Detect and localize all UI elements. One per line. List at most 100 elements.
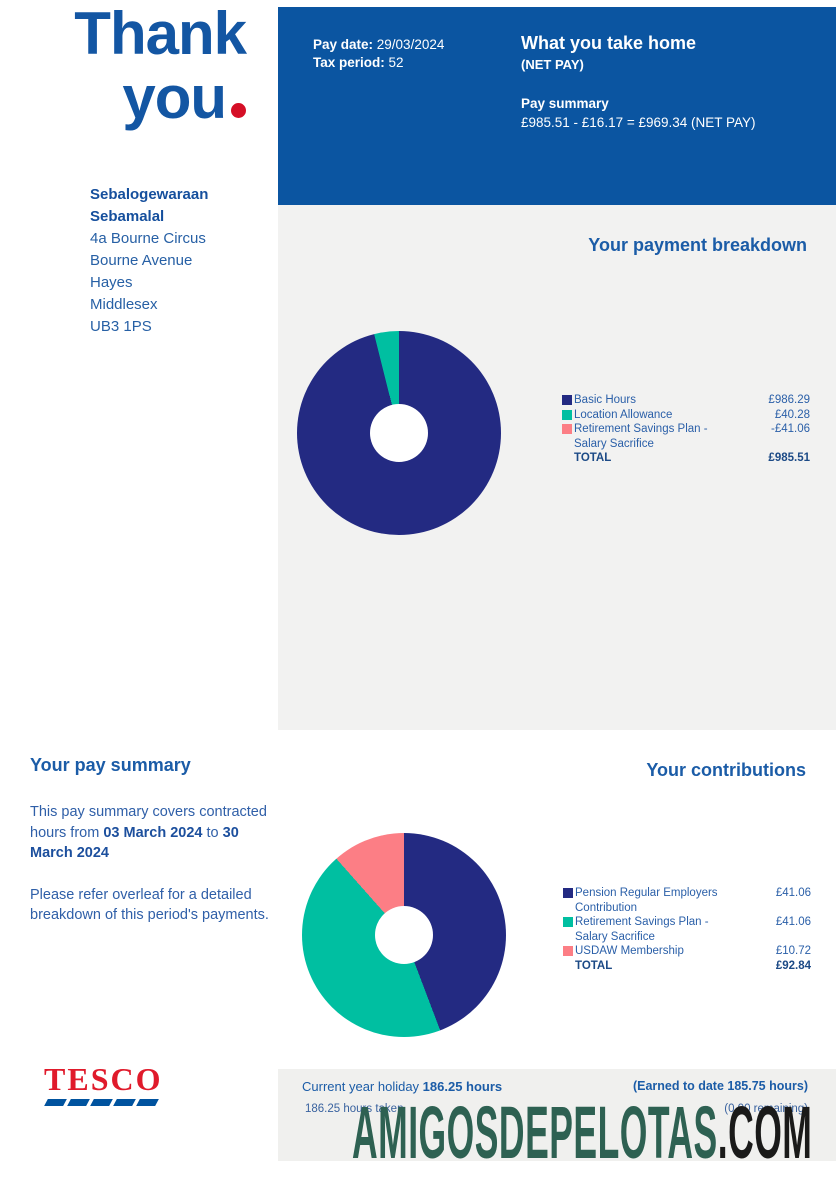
- pay-summary-paragraph-1: This pay summary covers contracted hours…: [30, 802, 274, 864]
- tesco-logo: TESCO: [44, 1063, 162, 1106]
- pay-header-box: Pay date: 29/03/2024 Tax period: 52 What…: [278, 7, 836, 205]
- contributions-donut-chart: [302, 833, 506, 1037]
- legend-row: Pension Regular Employers Contribution £41…: [563, 886, 811, 915]
- contributions-legend: Pension Regular Employers Contribution £41…: [563, 886, 811, 973]
- legend-label: Location Allowance: [574, 408, 775, 423]
- thank-you-line1: Thank: [74, 0, 247, 67]
- thank-you-line2: you: [0, 66, 246, 130]
- pay-summary-formula: £985.51 - £16.17 = £969.34 (NET PAY): [521, 115, 756, 130]
- text-segment: Please refer overleaf for a detailed bre…: [30, 886, 269, 924]
- text-segment: 30 March 2024: [30, 824, 239, 862]
- watermark-main-text: AMIGOSDEPELOTAS: [352, 1091, 718, 1174]
- holiday-summary-bar: Current year holiday 186.25 hours (Earne…: [278, 1069, 836, 1161]
- pay-summary-label: Pay summary: [521, 96, 609, 111]
- pay-summary-title: Your pay summary: [30, 755, 191, 775]
- legend-label-line: Basic Hours: [574, 394, 636, 406]
- legend-row: Retirement Savings Plan - Salary Sacrific…: [563, 915, 811, 944]
- payment-breakdown-legend: Basic Hours £986.29 Location Allowance £40.…: [562, 393, 810, 466]
- legend-value: £986.29: [768, 394, 810, 406]
- hours-taken: 186.25 hours taken: [305, 1103, 404, 1115]
- legend-row: Basic Hours £986.29: [562, 393, 810, 408]
- legend-value: £10.72: [775, 945, 811, 957]
- tesco-dash: [44, 1099, 67, 1106]
- legend-row: Retirement Savings Plan - Salary Sacrific…: [562, 422, 810, 451]
- recipient-name: Sebalogewaraan Sebamalal: [90, 184, 208, 228]
- legend-label: Basic Hours: [574, 393, 768, 408]
- tesco-logo-text: TESCO: [44, 1061, 163, 1097]
- text-segment: to: [202, 824, 223, 841]
- legend-label-line: Contribution: [575, 901, 638, 914]
- legend-label: Retirement Savings Plan - Salary Sacrific…: [574, 422, 771, 451]
- legend-label: Pension Regular Employers Contribution: [575, 886, 776, 915]
- legend-label: USDAW Membership: [575, 944, 776, 959]
- legend-total-label: TOTAL: [575, 959, 613, 972]
- red-period-dot: [231, 103, 246, 118]
- tesco-dash: [136, 1099, 159, 1106]
- take-home-block: What you take home (NET PAY) Pay summary…: [521, 33, 756, 130]
- legend-label: Retirement Savings Plan - Salary Sacrific…: [575, 915, 776, 944]
- pay-meta: Pay date: 29/03/2024 Tax period: 52: [313, 36, 444, 72]
- tesco-dash: [67, 1099, 90, 1106]
- legend-label-line: USDAW Membership: [575, 945, 684, 957]
- tax-period-line: Tax period: 52: [313, 54, 444, 72]
- earned-to-date: (Earned to date 185.75 hours): [632, 1079, 808, 1093]
- payment-breakdown-donut-chart: [297, 331, 501, 535]
- donut-hole: [370, 404, 428, 462]
- legend-total-label: TOTAL: [574, 452, 612, 464]
- legend-swatch: [563, 888, 573, 898]
- tesco-dash: [113, 1099, 136, 1106]
- recipient-name-line: Sebamalal: [90, 208, 165, 225]
- text-segment: 29/03/2024: [376, 37, 445, 52]
- legend-value: -£41.06: [770, 423, 810, 435]
- text-segment: 186.25 hours: [422, 1079, 503, 1094]
- address-line: 4a Bourne Circus: [90, 230, 206, 247]
- address-line: Hayes: [90, 274, 133, 291]
- legend-label-line: Pension Regular Employers: [575, 887, 718, 899]
- legend-label-line: Location Allowance: [574, 408, 673, 421]
- legend-swatch: [562, 424, 572, 434]
- payment-breakdown-title: Your payment breakdown: [588, 235, 807, 255]
- legend-total-value: £985.51: [768, 452, 810, 464]
- legend-row: Location Allowance £40.28: [562, 408, 810, 423]
- tesco-logo-dashes: [44, 1099, 162, 1106]
- legend-value: £40.28: [774, 408, 810, 421]
- recipient-address-block: Sebalogewaraan Sebamalal 4a Bourne Circus…: [90, 184, 208, 338]
- hours-remaining: (0.00 remaining): [724, 1103, 808, 1115]
- text-segment: Tax period:: [313, 55, 389, 70]
- legend-swatch: [562, 409, 572, 420]
- legend-label-line: Salary Sacrifice: [575, 930, 655, 943]
- legend-row: USDAW Membership £10.72: [563, 944, 811, 959]
- holiday-line-1: Current year holiday 186.25 hours (Earne…: [278, 1069, 836, 1094]
- legend-total-row: TOTAL £92.84: [563, 959, 811, 974]
- legend-swatch: [563, 917, 573, 927]
- holiday-line-2: 186.25 hours taken (0.00 remaining): [278, 1094, 836, 1115]
- text-segment: 52: [388, 55, 404, 70]
- text-segment: This pay summary covers contracted hours…: [30, 804, 267, 841]
- text-segment: 03 March 2024: [103, 824, 203, 841]
- text-segment: Current year holiday: [302, 1079, 423, 1094]
- address-line: Bourne Avenue: [90, 252, 193, 269]
- tesco-dash: [90, 1099, 113, 1106]
- text-segment: Pay date:: [313, 37, 377, 52]
- contributions-title: Your contributions: [646, 760, 806, 780]
- net-pay-label: (NET PAY): [521, 57, 584, 72]
- pay-summary-section: Your pay summary This pay summary covers…: [30, 755, 274, 926]
- take-home-title: What you take home: [521, 33, 697, 53]
- pay-summary-paragraph-2: Please refer overleaf for a detailed bre…: [30, 885, 274, 926]
- payment-breakdown-panel: Your payment breakdown Basic Hours £986.2…: [278, 205, 836, 730]
- legend-label-line: Retirement Savings Plan -: [574, 423, 708, 435]
- pay-date-line: Pay date: 29/03/2024: [313, 36, 444, 54]
- legend-total-row: TOTAL £985.51: [562, 451, 810, 466]
- donut-hole: [375, 906, 433, 964]
- address-line: UB3 1PS: [90, 318, 152, 335]
- legend-swatch: [562, 395, 572, 405]
- address-line: Middlesex: [90, 296, 158, 313]
- recipient-name-line: Sebalogewaraan: [90, 186, 209, 203]
- legend-value: £41.06: [775, 916, 811, 928]
- legend-swatch: [563, 946, 573, 956]
- legend-label-line: Salary Sacrifice: [574, 437, 654, 450]
- watermark: AMIGOSDEPELOTAS.COM: [352, 1096, 812, 1170]
- legend-total-value: £92.84: [775, 959, 811, 972]
- current-year-holiday: Current year holiday 186.25 hours: [302, 1079, 502, 1094]
- thank-you-heading: Thank you: [0, 0, 247, 130]
